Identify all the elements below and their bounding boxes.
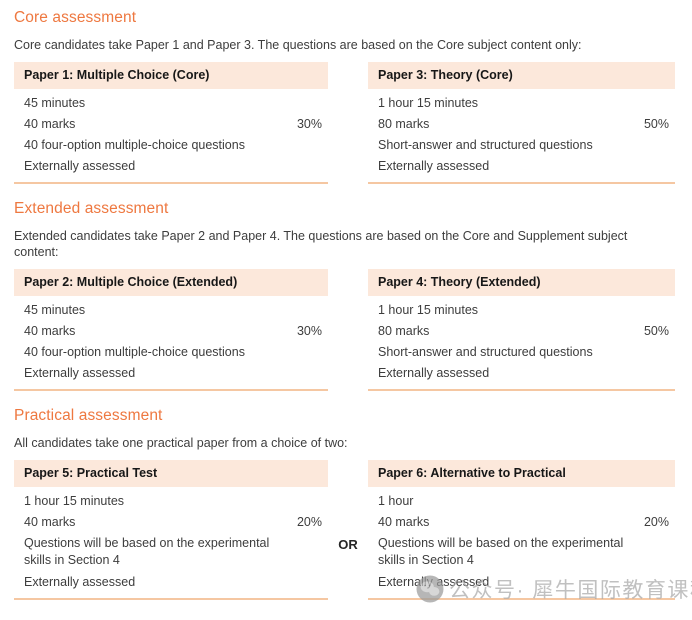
paper-duration: 1 hour 15 minutes — [24, 494, 125, 508]
column-gap — [328, 269, 368, 391]
paper-question-type: Questions will be based on the experimen… — [378, 536, 624, 567]
paper-box-3: Paper 3: Theory (Core) 1 hour 15 minutes… — [368, 62, 675, 184]
paper-assessment-type: Externally assessed — [24, 366, 136, 380]
syllabus-assessment-page: Core assessment Core candidates take Pap… — [14, 9, 675, 600]
paper-columns: Paper 2: Multiple Choice (Extended) 45 m… — [14, 269, 675, 391]
paper-marks: 80 marks — [378, 117, 430, 131]
paper-duration: 1 hour — [378, 494, 414, 508]
paper-title: Paper 6: Alternative to Practical — [368, 460, 675, 487]
paper-question-type: Short-answer and structured questions — [378, 138, 593, 152]
paper-question-type: Short-answer and structured questions — [378, 345, 593, 359]
paper-duration: 1 hour 15 minutes — [378, 303, 479, 317]
paper-weighting: 30% — [296, 324, 322, 338]
paper-marks: 40 marks — [378, 515, 430, 529]
section-extended-assessment: Extended assessment Extended candidates … — [14, 200, 675, 391]
paper-marks-row: 40 marks 30% — [24, 114, 322, 135]
paper-details: 1 hour 15 minutes 80 marks 50% Short-ans… — [368, 296, 675, 389]
paper-title: Paper 3: Theory (Core) — [368, 62, 675, 89]
paper-marks-row: 40 marks 20% — [378, 512, 669, 533]
paper-weighting: 50% — [643, 117, 669, 131]
paper-question-type: 40 four-option multiple-choice questions — [24, 138, 245, 152]
section-description: Extended candidates take Paper 2 and Pap… — [14, 229, 628, 259]
paper-columns: Paper 5: Practical Test 1 hour 15 minute… — [14, 460, 675, 600]
section-heading: Extended assessment — [14, 200, 169, 217]
or-label: OR — [338, 537, 358, 552]
section-core-assessment: Core assessment Core candidates take Pap… — [14, 9, 675, 184]
section-heading: Practical assessment — [14, 407, 163, 424]
paper-box-4: Paper 4: Theory (Extended) 1 hour 15 min… — [368, 269, 675, 391]
paper-title: Paper 4: Theory (Extended) — [368, 269, 675, 296]
paper-duration: 1 hour 15 minutes — [378, 96, 479, 110]
section-heading: Core assessment — [14, 9, 137, 26]
paper-duration: 45 minutes — [24, 96, 86, 110]
paper-marks-row: 80 marks 50% — [378, 114, 669, 135]
paper-marks-row: 40 marks 30% — [24, 321, 322, 342]
section-description: Core candidates take Paper 1 and Paper 3… — [14, 38, 582, 52]
section-practical-assessment: Practical assessment All candidates take… — [14, 407, 675, 600]
paper-marks-row: 40 marks 20% — [24, 512, 322, 533]
paper-marks: 40 marks — [24, 515, 76, 529]
or-divider: OR — [328, 460, 368, 600]
paper-details: 1 hour 15 minutes 40 marks 20% Questions… — [14, 487, 328, 598]
paper-box-1: Paper 1: Multiple Choice (Core) 45 minut… — [14, 62, 328, 184]
paper-details: 45 minutes 40 marks 30% 40 four-option m… — [14, 89, 328, 182]
paper-box-2: Paper 2: Multiple Choice (Extended) 45 m… — [14, 269, 328, 391]
paper-weighting: 20% — [643, 515, 669, 529]
paper-title: Paper 1: Multiple Choice (Core) — [14, 62, 328, 89]
paper-assessment-type: Externally assessed — [378, 366, 490, 380]
paper-title: Paper 2: Multiple Choice (Extended) — [14, 269, 328, 296]
paper-details: 1 hour 15 minutes 80 marks 50% Short-ans… — [368, 89, 675, 182]
paper-details: 45 minutes 40 marks 30% 40 four-option m… — [14, 296, 328, 389]
paper-details: 1 hour 40 marks 20% Questions will be ba… — [368, 487, 675, 598]
paper-duration: 45 minutes — [24, 303, 86, 317]
paper-marks-row: 80 marks 50% — [378, 321, 669, 342]
paper-marks: 40 marks — [24, 324, 76, 338]
paper-assessment-type: Externally assessed — [378, 575, 490, 589]
column-gap — [328, 62, 368, 184]
paper-box-5: Paper 5: Practical Test 1 hour 15 minute… — [14, 460, 328, 600]
paper-assessment-type: Externally assessed — [378, 159, 490, 173]
section-description: All candidates take one practical paper … — [14, 436, 348, 450]
paper-title: Paper 5: Practical Test — [14, 460, 328, 487]
paper-marks: 80 marks — [378, 324, 430, 338]
paper-weighting: 20% — [296, 515, 322, 529]
paper-box-6: Paper 6: Alternative to Practical 1 hour… — [368, 460, 675, 600]
paper-assessment-type: Externally assessed — [24, 159, 136, 173]
paper-assessment-type: Externally assessed — [24, 575, 136, 589]
paper-weighting: 50% — [643, 324, 669, 338]
paper-marks: 40 marks — [24, 117, 76, 131]
paper-weighting: 30% — [296, 117, 322, 131]
paper-columns: Paper 1: Multiple Choice (Core) 45 minut… — [14, 62, 675, 184]
paper-question-type: Questions will be based on the experimen… — [24, 536, 270, 567]
paper-question-type: 40 four-option multiple-choice questions — [24, 345, 245, 359]
